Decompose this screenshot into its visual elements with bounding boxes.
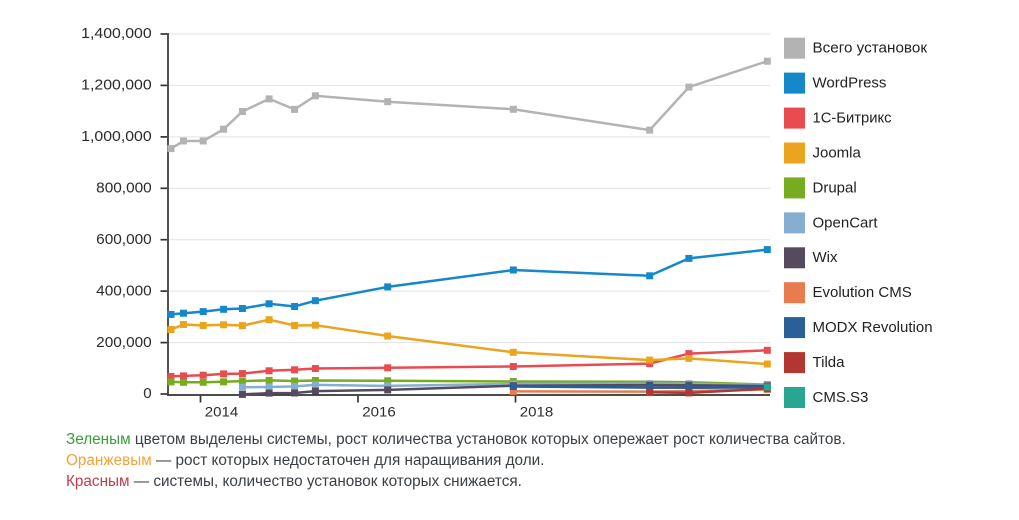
svg-text:CMS.S3: CMS.S3 [813,389,869,406]
svg-text:1,200,000: 1,200,000 [81,77,152,94]
svg-text:400,000: 400,000 [96,282,152,299]
svg-text:2016: 2016 [362,404,396,420]
svg-text:OpenCart: OpenCart [813,214,879,231]
svg-text:Evolution CMS: Evolution CMS [813,284,912,301]
svg-text:Всего установок: Всего установок [813,40,928,57]
svg-text:WordPress: WordPress [813,75,887,92]
svg-text:600,000: 600,000 [96,231,152,248]
svg-text:Joomla: Joomla [813,144,862,161]
svg-text:1С-Битрикс: 1С-Битрикс [813,110,892,127]
svg-text:Drupal: Drupal [813,179,857,196]
svg-text:0: 0 [143,385,151,402]
svg-text:1,400,000: 1,400,000 [81,25,152,42]
svg-text:Wix: Wix [813,249,838,266]
svg-text:200,000: 200,000 [96,334,152,351]
svg-text:2018: 2018 [520,404,554,420]
svg-text:800,000: 800,000 [96,180,152,197]
svg-text:Tilda: Tilda [813,354,846,371]
svg-text:2014: 2014 [205,404,239,420]
svg-text:1,000,000: 1,000,000 [81,128,152,145]
svg-text:MODX Revolution: MODX Revolution [813,319,933,336]
